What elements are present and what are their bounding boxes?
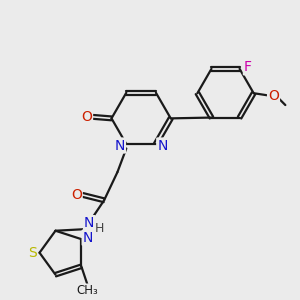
Text: O: O [71,188,82,202]
Text: O: O [81,110,92,124]
Text: N: N [84,216,94,230]
Text: CH₃: CH₃ [76,284,98,297]
Text: S: S [28,246,37,260]
Text: N: N [115,139,125,152]
Text: N: N [157,139,168,152]
Text: H: H [95,222,104,235]
Text: O: O [268,88,279,103]
Text: F: F [244,60,252,74]
Text: N: N [82,231,93,245]
